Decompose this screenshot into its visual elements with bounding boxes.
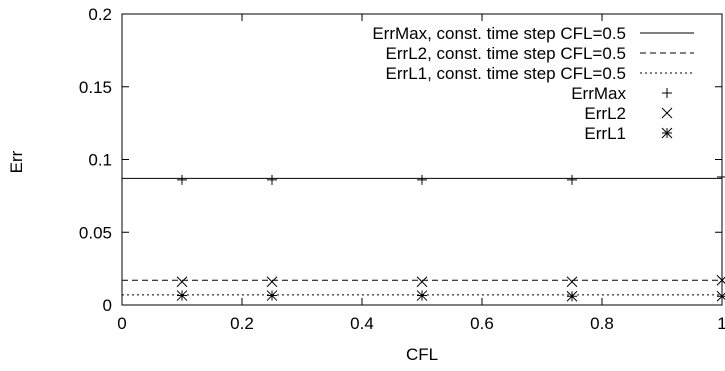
data-point xyxy=(177,174,187,185)
legend-entry-label: ErrL1 xyxy=(584,124,626,143)
data-point xyxy=(717,171,725,182)
x-tick-label: 0.4 xyxy=(350,314,374,333)
x-axis-label: CFL xyxy=(406,345,438,364)
data-point xyxy=(266,276,278,288)
y-axis-label: Err xyxy=(7,150,26,173)
data-point xyxy=(176,276,188,288)
plot-frame xyxy=(121,13,723,306)
data-point xyxy=(176,290,188,301)
y-tick-label: 0.05 xyxy=(79,223,112,242)
legend-entry-label: ErrL2 xyxy=(584,104,626,123)
axis-ticks: 0 0.2 0.4 0.6 0.8 1 0 0.05 0.1 0.15 0.2 xyxy=(79,5,725,333)
legend-marker-sample xyxy=(661,107,673,119)
x-tick-label: 0.8 xyxy=(590,314,614,333)
data-point xyxy=(416,276,428,288)
data-point xyxy=(267,174,277,185)
x-tick-label: 0 xyxy=(117,314,126,333)
data-point xyxy=(417,174,427,185)
data-point xyxy=(716,274,725,286)
data-markers xyxy=(176,171,725,302)
legend-marker-sample xyxy=(661,127,673,139)
legend-entry-label: ErrL1, const. time step CFL=0.5 xyxy=(386,64,626,83)
x-tick-label: 1 xyxy=(717,314,725,333)
legend-marker-sample xyxy=(662,88,672,98)
x-tick-label: 0.6 xyxy=(470,314,494,333)
x-tick-label: 0.2 xyxy=(230,314,254,333)
reference-lines xyxy=(122,177,722,296)
y-tick-label: 0.1 xyxy=(88,151,112,170)
y-tick-label: 0.15 xyxy=(79,78,112,97)
legend-entry-label: ErrMax, const. time step CFL=0.5 xyxy=(372,24,626,43)
data-point xyxy=(416,290,428,301)
y-tick-label: 0 xyxy=(103,296,112,315)
legend-entry-label: ErrMax xyxy=(571,84,626,103)
data-point xyxy=(566,290,578,302)
legend-entry-label: ErrL2, const. time step CFL=0.5 xyxy=(386,44,626,63)
y-tick-label: 0.2 xyxy=(88,5,112,24)
data-point xyxy=(716,290,725,302)
data-point xyxy=(567,174,577,185)
data-point xyxy=(566,276,578,288)
data-point xyxy=(266,290,278,301)
